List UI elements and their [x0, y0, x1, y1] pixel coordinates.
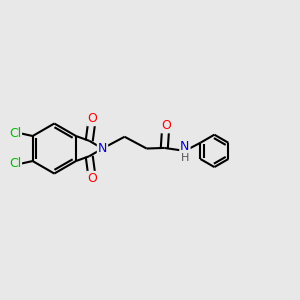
Text: N: N — [180, 140, 190, 153]
Text: O: O — [87, 112, 97, 125]
Text: Cl: Cl — [9, 158, 21, 170]
Text: Cl: Cl — [9, 127, 21, 140]
Text: O: O — [161, 119, 171, 132]
Text: O: O — [87, 172, 97, 185]
Text: N: N — [98, 142, 107, 155]
Text: H: H — [181, 153, 189, 163]
